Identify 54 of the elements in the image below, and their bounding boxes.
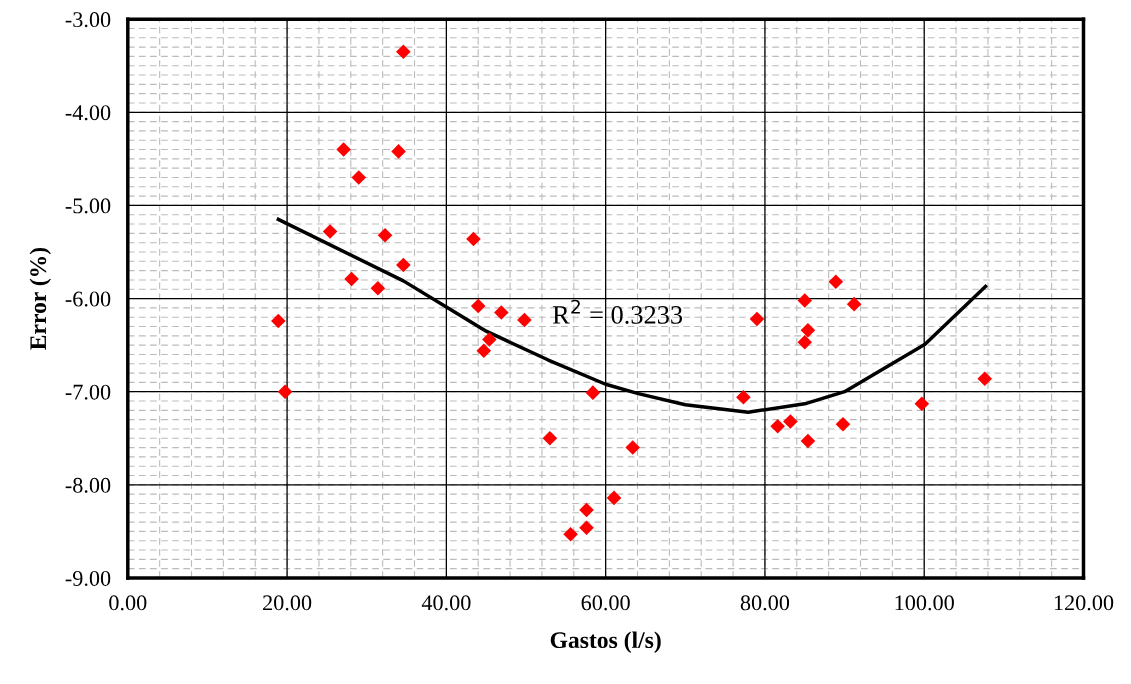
point xyxy=(396,257,411,273)
y-axis-title: Error (%) xyxy=(29,247,51,350)
y-tick-label: -7.00 xyxy=(65,384,111,400)
point xyxy=(336,142,351,157)
point xyxy=(466,231,481,247)
x-axis-title: Gastos (l/s) xyxy=(550,631,661,653)
x-tick-label: 80.00 xyxy=(740,595,790,611)
point xyxy=(494,305,509,320)
point xyxy=(835,417,851,432)
y-tick-label: -5.00 xyxy=(65,198,111,214)
point xyxy=(563,526,578,542)
x-tick-label: 120.00 xyxy=(1054,595,1114,611)
point xyxy=(585,385,601,400)
point xyxy=(800,322,816,338)
point xyxy=(914,396,930,412)
point xyxy=(344,271,359,287)
point xyxy=(517,312,532,328)
point xyxy=(797,335,813,350)
point xyxy=(783,414,798,429)
x-tick-label: 60.00 xyxy=(581,595,630,611)
point xyxy=(377,227,393,243)
point xyxy=(736,390,751,405)
point xyxy=(828,274,844,290)
point xyxy=(542,430,558,446)
point xyxy=(846,296,862,312)
point xyxy=(470,298,486,314)
point xyxy=(579,502,594,518)
point xyxy=(391,144,406,159)
point xyxy=(482,332,497,347)
annotation: R$^{2}$ = 0.3233 xyxy=(552,299,683,324)
x-tick-label: 0.00 xyxy=(109,595,147,611)
point xyxy=(322,224,338,239)
point xyxy=(977,371,993,386)
point xyxy=(800,433,816,449)
x-tick-label: 20.00 xyxy=(263,595,312,611)
y-tick-label: -8.00 xyxy=(65,477,111,493)
point xyxy=(749,311,765,327)
y-tick-label: -4.00 xyxy=(65,105,111,121)
point xyxy=(351,170,367,185)
point xyxy=(579,520,594,535)
point xyxy=(277,384,293,399)
point xyxy=(625,440,641,455)
point xyxy=(476,343,492,359)
point xyxy=(770,418,785,434)
x-tick-label: 40.00 xyxy=(421,595,471,611)
x-tick-label: 100.00 xyxy=(895,595,954,611)
y-tick-label: -9.00 xyxy=(65,570,111,587)
y-tick-label: -3.00 xyxy=(65,12,111,28)
point xyxy=(271,313,286,329)
y-tick-label: -6.00 xyxy=(65,291,111,307)
point xyxy=(797,293,813,308)
point xyxy=(370,281,386,296)
point xyxy=(606,490,622,506)
point xyxy=(396,44,411,60)
